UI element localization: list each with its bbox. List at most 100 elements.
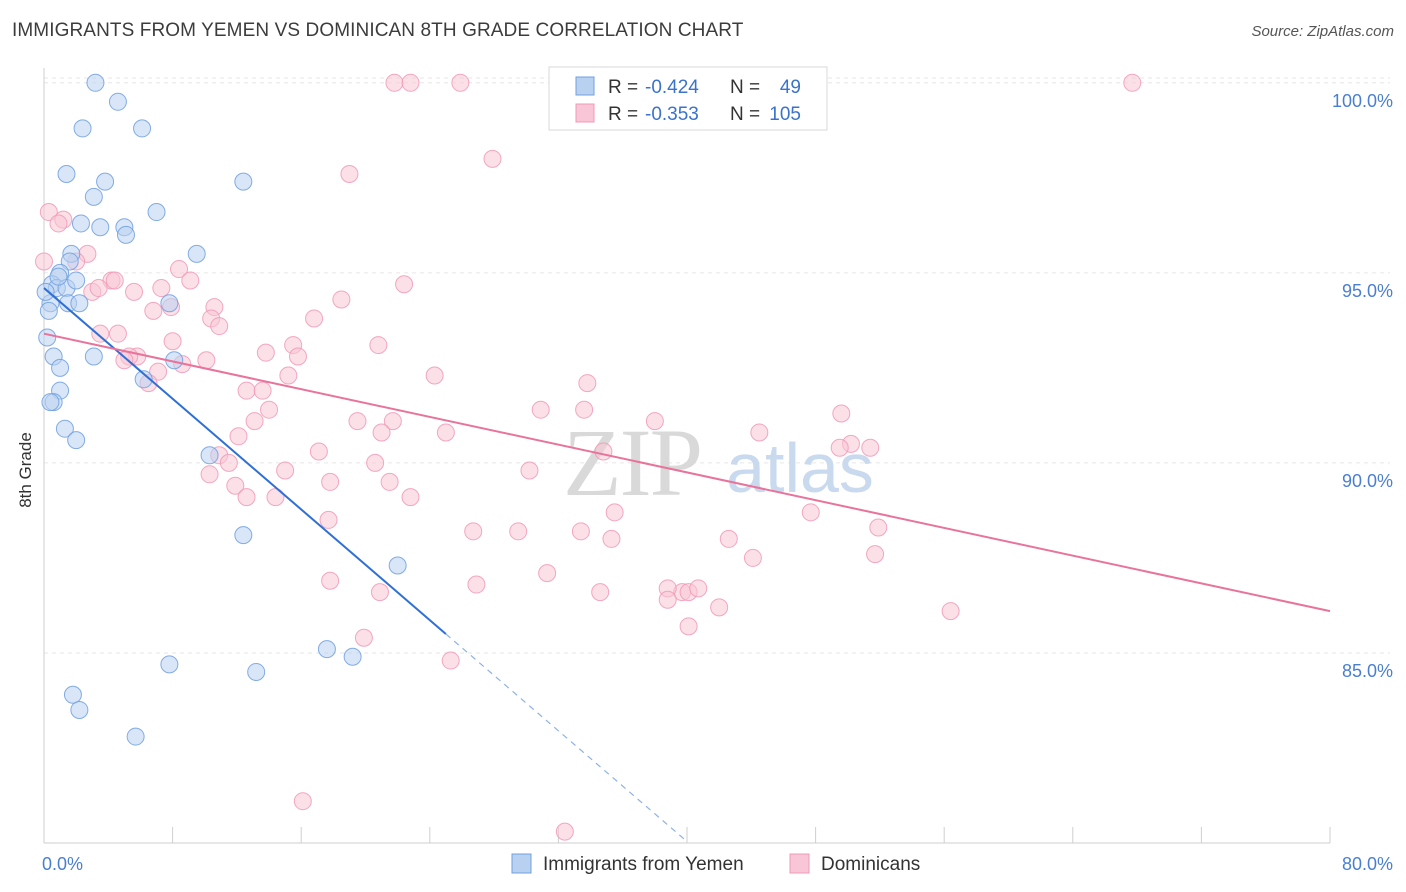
data-point	[464, 522, 483, 541]
data-point	[395, 275, 414, 294]
data-point	[234, 172, 253, 191]
data-point	[575, 400, 594, 419]
data-point	[89, 279, 108, 298]
data-point	[35, 252, 53, 271]
data-point	[144, 301, 163, 320]
data-point	[160, 294, 179, 313]
data-point	[237, 488, 256, 507]
data-point	[200, 446, 219, 465]
data-point	[226, 476, 245, 495]
data-point	[602, 529, 621, 548]
r-value: -0.424	[645, 77, 699, 98]
data-point	[152, 279, 171, 298]
series-legend: Immigrants from Yemen Dominicans	[511, 853, 920, 875]
data-point	[133, 119, 152, 138]
data-point	[369, 336, 388, 355]
legend-swatch	[511, 853, 532, 874]
data-point	[578, 374, 597, 393]
trend-line-yemen-extension	[445, 633, 688, 842]
legend-label: Dominicans	[821, 854, 920, 875]
data-point	[55, 419, 74, 438]
data-point	[51, 358, 70, 377]
data-point	[436, 423, 455, 442]
stats-legend-swatch	[575, 103, 595, 123]
data-point	[96, 172, 115, 191]
data-point	[370, 583, 389, 602]
data-point	[689, 579, 708, 598]
n-value: 105	[769, 104, 801, 125]
data-point	[116, 225, 135, 244]
data-point	[645, 412, 664, 431]
data-point	[49, 214, 68, 233]
trend-line-yemen	[43, 287, 447, 635]
data-point	[115, 351, 134, 370]
data-point	[385, 73, 404, 92]
y-tick-label: 90.0%	[1342, 471, 1393, 491]
data-point	[866, 545, 885, 564]
stats-legend-box	[548, 66, 828, 131]
data-point	[710, 598, 729, 617]
data-point	[84, 347, 103, 366]
data-point	[340, 165, 359, 184]
stats-legend-swatch	[575, 76, 595, 96]
data-point	[70, 294, 89, 313]
data-point	[869, 518, 888, 537]
x-tick-label: 80.0%	[1342, 854, 1393, 874]
data-point	[801, 503, 820, 522]
grid-lines	[44, 77, 1390, 654]
data-point	[38, 328, 57, 347]
y-tick-label: 100.0%	[1332, 91, 1393, 111]
data-point	[941, 602, 960, 621]
data-point	[91, 218, 110, 237]
data-point	[63, 685, 82, 704]
data-point	[332, 290, 351, 309]
x-tick-label: 0.0%	[42, 854, 83, 874]
r-label: R =	[608, 77, 638, 98]
data-point	[279, 366, 298, 385]
data-point	[245, 412, 264, 431]
y-tick-label: 85.0%	[1342, 661, 1393, 681]
n-label: N =	[730, 77, 760, 98]
data-point	[108, 92, 127, 111]
data-point	[605, 503, 624, 522]
data-point	[125, 282, 144, 301]
data-point	[36, 282, 55, 301]
r-value: -0.353	[645, 104, 699, 125]
data-point	[343, 647, 362, 666]
data-point	[380, 472, 399, 491]
data-point	[594, 442, 613, 461]
data-point	[108, 324, 127, 343]
data-point	[256, 343, 275, 362]
data-point	[467, 575, 486, 594]
data-point	[276, 461, 295, 480]
data-point	[401, 488, 420, 507]
data-point	[67, 271, 86, 290]
data-point	[197, 351, 216, 370]
legend-label: Immigrants from Yemen	[543, 854, 744, 875]
data-point	[260, 400, 279, 419]
data-point	[105, 271, 124, 290]
data-point	[84, 187, 103, 206]
axes	[43, 68, 1331, 844]
data-point	[383, 412, 402, 431]
data-point	[830, 438, 849, 457]
data-point	[483, 149, 502, 168]
data-point	[317, 640, 336, 659]
watermark-zip: ZIP	[563, 409, 701, 516]
y-tick-label: 95.0%	[1342, 281, 1393, 301]
data-point	[170, 260, 189, 279]
data-point	[73, 119, 92, 138]
data-point	[354, 628, 373, 647]
data-point	[91, 324, 110, 343]
data-point	[520, 461, 539, 480]
n-value: 49	[780, 77, 801, 98]
data-point	[219, 453, 238, 472]
data-point	[49, 267, 68, 286]
data-point	[229, 427, 248, 446]
data-point	[309, 442, 328, 461]
data-point	[247, 662, 266, 681]
data-point	[321, 472, 340, 491]
data-point	[319, 510, 338, 529]
data-point	[187, 244, 206, 263]
